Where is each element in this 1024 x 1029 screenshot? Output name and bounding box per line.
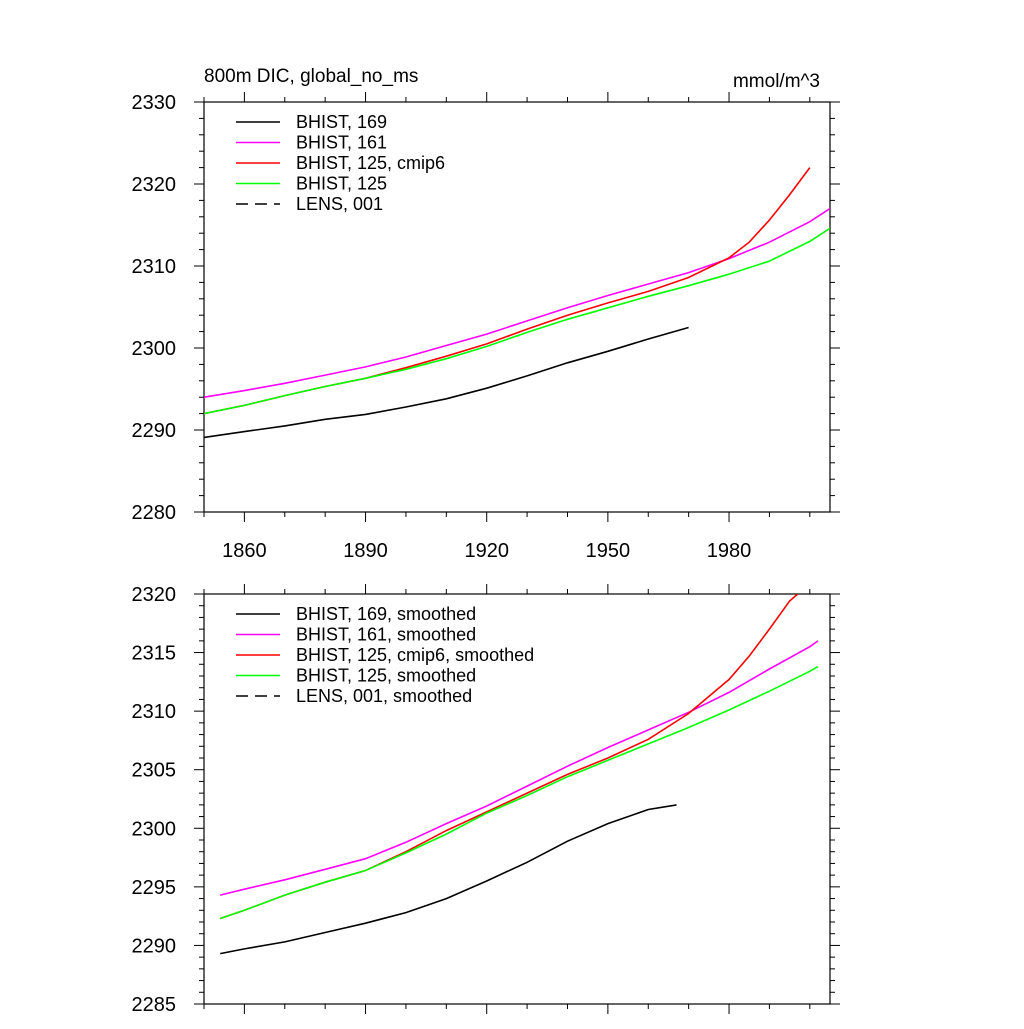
y-tick-label: 2290 [132, 935, 177, 957]
y-tick-label: 2320 [132, 584, 177, 606]
y-tick-label: 2315 [132, 643, 177, 665]
legend-label: BHIST, 125, smoothed [296, 666, 476, 686]
series-line-0 [220, 804, 677, 955]
legend-label: BHIST, 169, smoothed [296, 604, 476, 624]
legend-label: LENS, 001 [296, 194, 383, 214]
legend-label: BHIST, 169 [296, 112, 387, 132]
y-tick-label: 2300 [132, 818, 177, 840]
bottom-panel: 2285 2290 2295 2300 2305 2310 2315 2320 BHIST, 1… [132, 584, 840, 1016]
legend-label: BHIST, 161, smoothed [296, 625, 476, 645]
legend-label: BHIST, 125 [296, 174, 387, 194]
y-tick-label: 2285 [132, 994, 177, 1016]
legend-label: BHIST, 125, cmip6 [296, 153, 445, 173]
legend-label: BHIST, 161 [296, 133, 387, 153]
y-tick-label: 2280 [132, 502, 177, 524]
top-panel: 800m DIC, global_no_ms mmol/m^3 2280 2290 23… [132, 66, 840, 562]
y-tick-label: 2310 [132, 256, 177, 278]
x-tick-label: 1860 [222, 540, 267, 562]
y-tick-label: 2330 [132, 92, 177, 114]
series-line-2 [204, 167, 811, 415]
y-tick-label: 2290 [132, 420, 177, 442]
y-tick-label: 2310 [132, 701, 177, 723]
legend-label: BHIST, 125, cmip6, smoothed [296, 645, 534, 665]
legend-label: LENS, 001, smoothed [296, 686, 472, 706]
x-tick-label: 1950 [586, 540, 631, 562]
x-tick-label: 1890 [343, 540, 388, 562]
series-line-0 [204, 326, 689, 439]
y-tick-label: 2305 [132, 760, 177, 782]
series-line-1 [220, 640, 819, 896]
plot-frame [203, 593, 831, 1005]
y-tick-label: 2300 [132, 338, 177, 360]
x-tick-label: 1980 [707, 540, 752, 562]
x-tick-label: 1920 [464, 540, 509, 562]
chart-title: 800m DIC, global_no_ms [204, 66, 418, 87]
series-line-1 [204, 207, 830, 398]
y-tick-label: 2295 [132, 877, 177, 899]
series-line-3 [219, 665, 819, 920]
y-tick-label: 2320 [132, 174, 177, 196]
series-line-3 [204, 227, 830, 415]
units-label: mmol/m^3 [733, 71, 820, 92]
plot-frame [203, 101, 831, 513]
